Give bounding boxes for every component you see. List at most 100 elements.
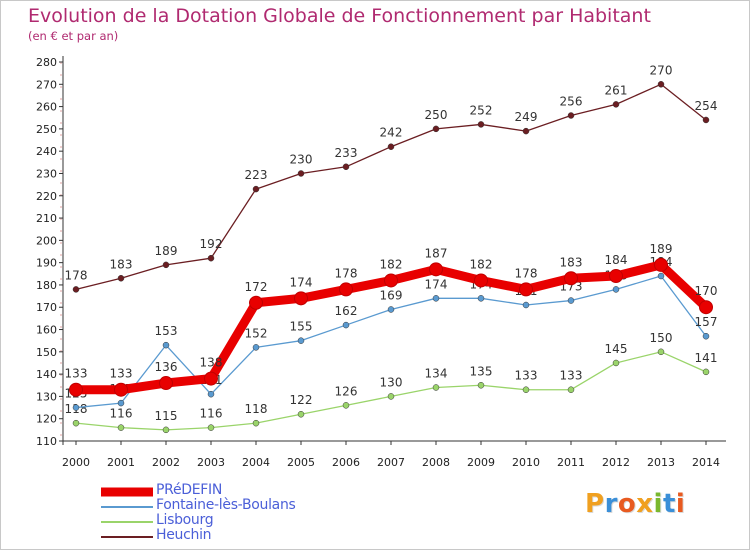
data-point — [699, 300, 713, 315]
data-label: 250 — [425, 108, 448, 122]
y-tick-label: 200 — [36, 234, 57, 247]
y-tick-label: 190 — [36, 257, 57, 270]
data-label: 153 — [155, 324, 178, 338]
data-point — [609, 269, 623, 284]
legend-item: PRéDEFIN — [101, 482, 361, 499]
x-tick-label: 2002 — [152, 456, 180, 469]
data-label: 145 — [605, 342, 628, 356]
x-tick-label: 2005 — [287, 456, 315, 469]
data-point — [477, 121, 485, 128]
data-point — [432, 384, 440, 391]
data-label: 116 — [110, 407, 133, 421]
data-label: 182 — [470, 257, 493, 271]
x-tick-label: 2006 — [332, 456, 360, 469]
data-label: 187 — [425, 246, 448, 260]
data-point — [432, 125, 440, 133]
data-point — [519, 282, 533, 297]
data-point — [207, 424, 215, 431]
data-label: 174 — [290, 275, 313, 289]
legend: PRéDEFIN Fontaine-lès-Boulans Lisbourg Heuc… — [101, 482, 361, 544]
data-point — [522, 386, 530, 393]
legend-label: Lisbourg — [156, 512, 214, 528]
data-label: 141 — [695, 351, 718, 365]
x-tick-label: 2013 — [647, 456, 675, 469]
data-point — [429, 262, 443, 277]
y-tick-label: 160 — [36, 324, 57, 337]
legend-swatch — [101, 505, 153, 508]
y-tick-label: 130 — [36, 390, 57, 403]
data-point — [159, 376, 173, 391]
data-point — [654, 257, 668, 272]
legend-label: PRéDEFIN — [156, 482, 223, 498]
data-point — [294, 291, 308, 306]
x-tick-label: 2012 — [602, 456, 630, 469]
y-tick-label: 250 — [36, 123, 57, 136]
data-point — [72, 286, 80, 293]
legend-swatch — [101, 487, 153, 496]
data-point — [249, 295, 263, 310]
data-label: 122 — [290, 393, 313, 407]
data-label: 133 — [515, 369, 538, 383]
x-tick-label: 2004 — [242, 456, 270, 469]
data-label: 150 — [650, 331, 673, 345]
legend-swatch — [101, 520, 153, 523]
y-tick-label: 270 — [36, 78, 57, 91]
x-tick-label: 2011 — [557, 456, 585, 469]
data-point — [297, 170, 305, 177]
data-label: 138 — [200, 356, 223, 370]
data-point — [384, 273, 398, 288]
chart-subtitle: (en € et par an) — [28, 29, 119, 43]
data-label: 230 — [290, 152, 313, 166]
data-label: 157 — [695, 315, 718, 329]
data-point — [204, 371, 218, 386]
y-tick-label: 110 — [36, 435, 57, 448]
data-label: 256 — [560, 95, 583, 109]
data-label: 178 — [515, 266, 538, 280]
data-label: 178 — [65, 268, 88, 282]
legend-label: Fontaine-lès-Boulans — [156, 497, 296, 513]
data-point — [657, 272, 665, 280]
data-label: 252 — [470, 103, 493, 117]
y-tick-label: 150 — [36, 346, 57, 359]
data-label: 242 — [380, 126, 403, 140]
data-label: 169 — [380, 288, 403, 302]
y-tick-label: 220 — [36, 190, 57, 203]
data-label: 130 — [380, 375, 403, 389]
data-label: 189 — [155, 244, 178, 258]
y-tick-label: 230 — [36, 167, 57, 180]
data-point — [702, 368, 710, 376]
x-tick-label: 2001 — [107, 456, 135, 469]
data-point — [339, 282, 353, 297]
data-label: 115 — [155, 409, 178, 423]
data-point — [567, 386, 575, 393]
data-point — [162, 261, 170, 269]
data-point — [114, 382, 128, 397]
legend-item: Lisbourg — [101, 512, 361, 529]
data-point — [612, 286, 620, 293]
data-label: 270 — [650, 63, 673, 77]
data-point — [702, 332, 710, 340]
data-point — [117, 399, 125, 407]
data-label: 182 — [380, 257, 403, 271]
data-label: 162 — [335, 304, 358, 318]
data-point — [342, 163, 350, 171]
data-point — [387, 143, 395, 150]
data-point — [297, 337, 305, 344]
data-point — [117, 275, 125, 282]
data-label: 178 — [335, 266, 358, 280]
data-point — [702, 116, 710, 124]
data-point — [474, 273, 488, 288]
data-point — [387, 306, 395, 313]
data-label: 254 — [695, 99, 718, 113]
y-tick-label: 180 — [36, 279, 57, 292]
data-point — [612, 101, 620, 108]
y-tick-label: 240 — [36, 145, 57, 158]
x-tick-label: 2010 — [512, 456, 540, 469]
y-tick-label: 140 — [36, 368, 57, 381]
data-point — [207, 254, 215, 262]
data-point — [72, 419, 80, 427]
data-label: 135 — [470, 364, 493, 378]
y-tick-label: 120 — [36, 413, 57, 426]
x-tick-label: 2007 — [377, 456, 405, 469]
data-point — [342, 321, 350, 329]
